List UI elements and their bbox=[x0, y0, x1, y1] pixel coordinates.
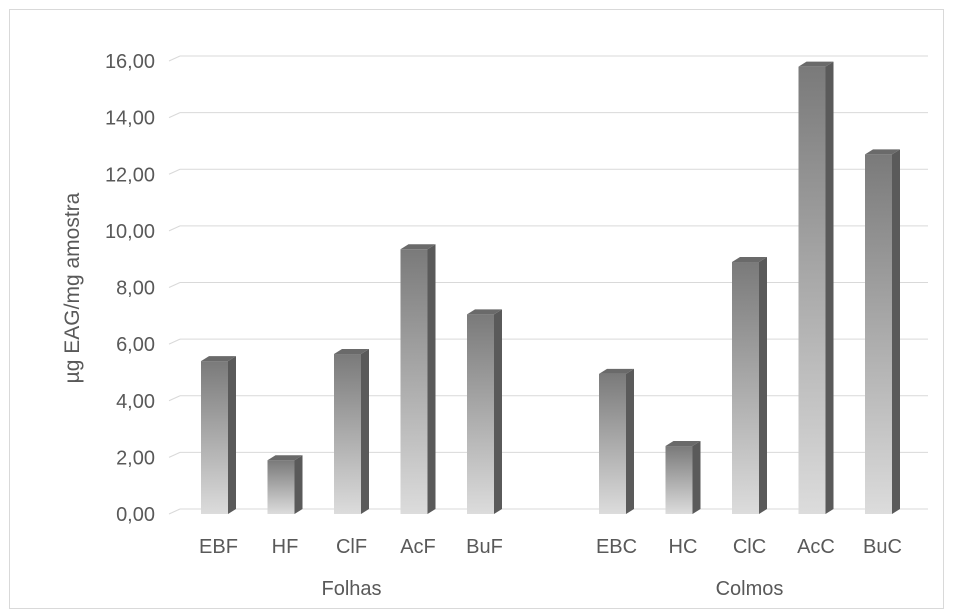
bar-front bbox=[865, 154, 892, 514]
bar-side bbox=[427, 244, 436, 514]
bar-side bbox=[692, 441, 701, 514]
gridline-diagonal bbox=[168, 225, 181, 232]
y-tick-label: 0,00 bbox=[116, 504, 155, 526]
bar-side bbox=[494, 309, 502, 514]
bar-top bbox=[400, 244, 436, 250]
x-tick-label: EBF bbox=[199, 536, 238, 558]
bar-top bbox=[201, 356, 236, 362]
bar bbox=[865, 149, 900, 514]
x-tick-label: BuF bbox=[466, 536, 503, 558]
y-tick-labels: 0,00 2,00 4,00 6,00 8,00 10,00 12,00 14,00 16,00 bbox=[105, 51, 155, 526]
x-tick-label: AcF bbox=[400, 536, 436, 558]
y-tick-label: 12,00 bbox=[105, 164, 155, 186]
group-label: Colmos bbox=[716, 578, 784, 600]
gridline-diagonal bbox=[168, 395, 181, 402]
bar-front bbox=[267, 460, 295, 514]
gridline-diagonal bbox=[168, 112, 181, 119]
bar-side bbox=[228, 356, 236, 514]
gridline-diagonal bbox=[168, 168, 181, 175]
bar-side bbox=[294, 455, 303, 514]
bar-front bbox=[334, 354, 361, 514]
y-tick-label: 2,00 bbox=[116, 447, 155, 469]
bar-front bbox=[798, 66, 826, 514]
bar bbox=[599, 368, 634, 514]
y-tick-label: 4,00 bbox=[116, 391, 155, 413]
bar-front bbox=[467, 314, 494, 514]
x-tick-label: BuC bbox=[863, 536, 902, 558]
gridline-diagonal bbox=[168, 282, 181, 288]
bar-top bbox=[467, 309, 502, 315]
bar bbox=[334, 349, 369, 514]
bar bbox=[267, 455, 303, 514]
bars bbox=[201, 61, 900, 514]
x-tick-label: ClF bbox=[336, 536, 367, 558]
x-tick-labels: EBF HF ClF AcF BuF EBC HC ClC AcC BuC bbox=[199, 536, 902, 558]
x-tick-label: HC bbox=[669, 536, 698, 558]
x-tick-label: AcC bbox=[797, 536, 835, 558]
x-tick-label: EBC bbox=[596, 536, 637, 558]
bar bbox=[201, 356, 236, 514]
bar bbox=[798, 61, 834, 514]
bar-side bbox=[825, 61, 834, 514]
bar-top bbox=[334, 349, 369, 355]
gridline-diagonal bbox=[168, 338, 181, 345]
y-tick-label: 10,00 bbox=[105, 221, 155, 243]
bar-top bbox=[798, 61, 834, 67]
y-tick-label: 8,00 bbox=[116, 278, 155, 300]
bar-top bbox=[865, 149, 900, 155]
bar-side bbox=[361, 349, 369, 514]
bar-top bbox=[665, 441, 701, 447]
x-tick-label: ClC bbox=[733, 536, 766, 558]
gridline-diagonal bbox=[168, 508, 181, 515]
group-label: Folhas bbox=[321, 578, 381, 600]
y-tick-label: 6,00 bbox=[116, 334, 155, 356]
bar-front bbox=[665, 446, 693, 514]
group-labels: Folhas Colmos bbox=[321, 578, 783, 600]
gridline-diagonal bbox=[168, 451, 181, 458]
bar-top bbox=[599, 368, 634, 374]
bar-top bbox=[267, 455, 303, 461]
bar bbox=[732, 257, 767, 514]
gridline-diagonal bbox=[168, 55, 181, 62]
bar-side bbox=[892, 149, 900, 514]
bar-side bbox=[626, 368, 634, 514]
y-tick-label: 14,00 bbox=[105, 108, 155, 130]
bar-front bbox=[732, 262, 759, 514]
bar-side bbox=[759, 257, 767, 514]
y-tick-label: 16,00 bbox=[105, 51, 155, 73]
y-axis-label: µg EAG/mg amostra bbox=[61, 192, 84, 383]
bar-top bbox=[732, 257, 767, 263]
bar bbox=[467, 309, 502, 514]
bar-front bbox=[201, 361, 228, 514]
x-tick-label: HF bbox=[272, 536, 299, 558]
bar bbox=[400, 244, 436, 514]
bar-front bbox=[599, 373, 626, 514]
bar-front bbox=[400, 249, 428, 514]
bar bbox=[665, 441, 701, 514]
